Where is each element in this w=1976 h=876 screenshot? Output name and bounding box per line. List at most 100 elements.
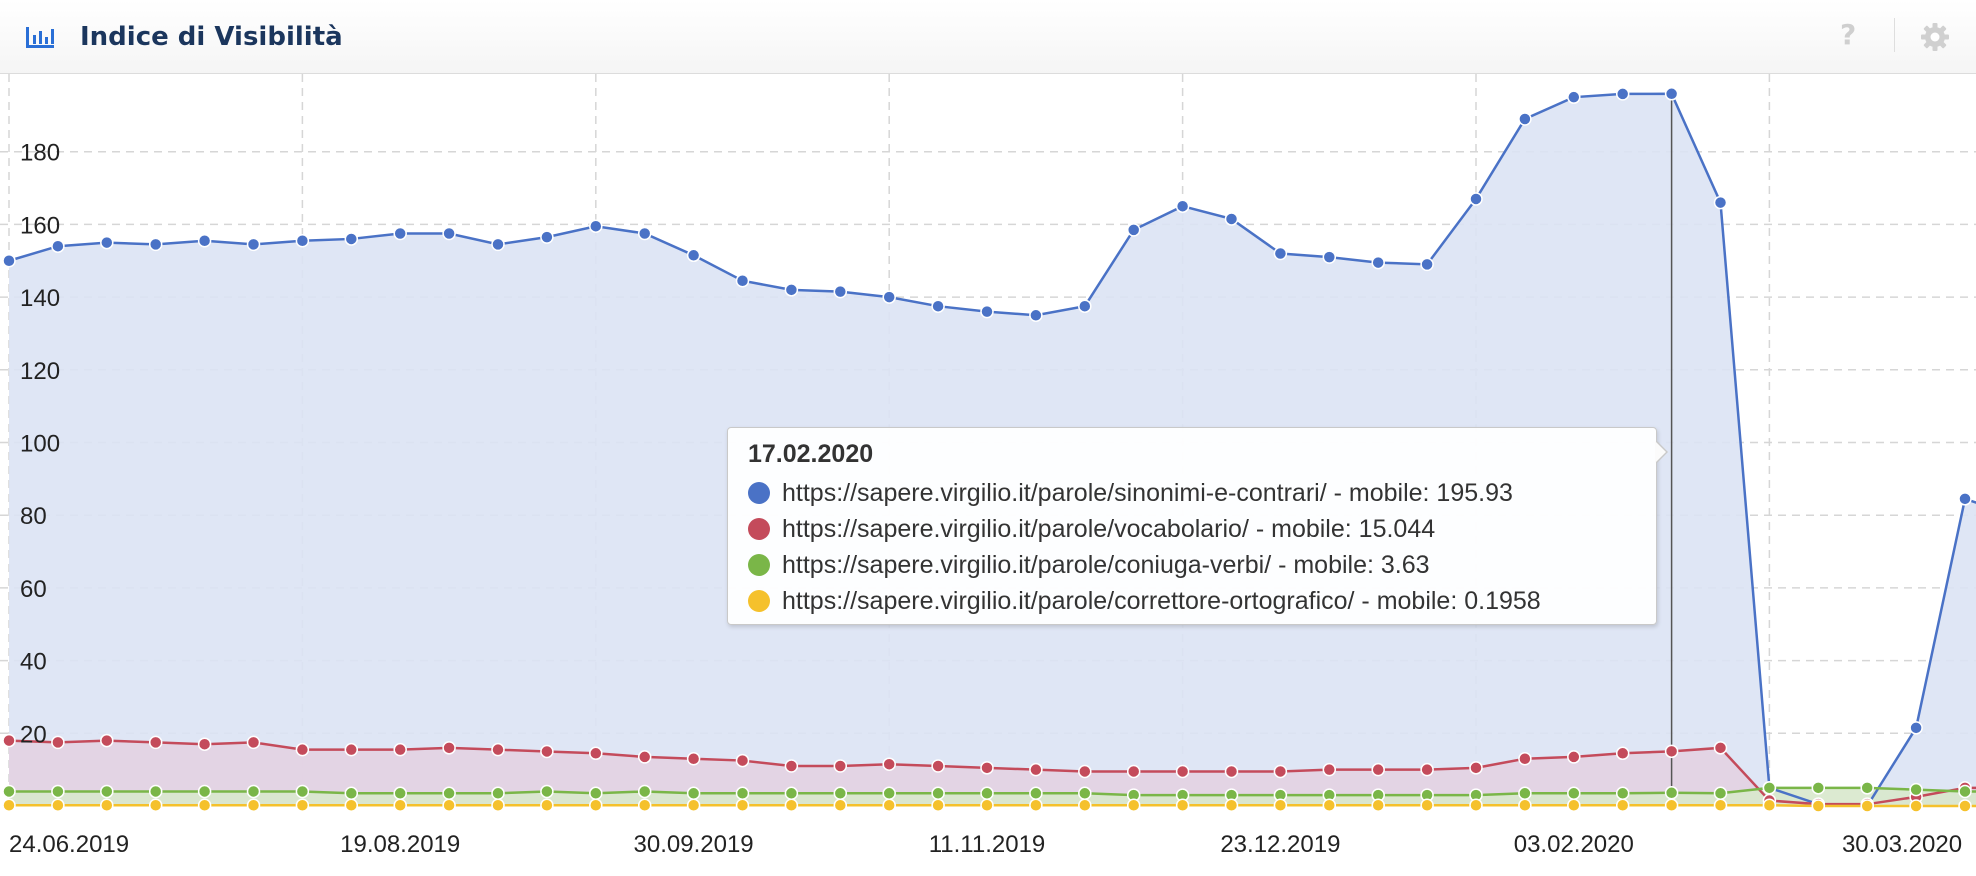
data-point[interactable] bbox=[1567, 786, 1581, 801]
help-icon[interactable]: ? bbox=[1840, 18, 1857, 51]
data-point[interactable] bbox=[100, 733, 114, 748]
data-point[interactable] bbox=[1078, 299, 1092, 313]
data-point[interactable] bbox=[540, 230, 554, 244]
data-point[interactable] bbox=[589, 786, 603, 801]
data-point[interactable] bbox=[637, 226, 652, 241]
data-point[interactable] bbox=[100, 235, 114, 250]
data-point[interactable] bbox=[1615, 786, 1630, 801]
data-point[interactable] bbox=[686, 751, 701, 766]
data-point[interactable] bbox=[1518, 798, 1532, 813]
data-point[interactable] bbox=[637, 750, 652, 764]
data-point[interactable] bbox=[197, 737, 212, 751]
data-point[interactable] bbox=[1029, 786, 1043, 801]
data-point[interactable] bbox=[100, 798, 114, 813]
data-point[interactable] bbox=[833, 798, 848, 813]
data-point[interactable] bbox=[1615, 87, 1630, 101]
data-point[interactable] bbox=[246, 735, 261, 750]
data-point[interactable] bbox=[1029, 308, 1043, 323]
data-point[interactable] bbox=[931, 299, 945, 313]
data-point[interactable] bbox=[491, 237, 505, 252]
data-point[interactable] bbox=[589, 746, 603, 761]
data-point[interactable] bbox=[344, 786, 359, 801]
data-point[interactable] bbox=[686, 786, 701, 801]
data-point[interactable] bbox=[1518, 751, 1532, 766]
data-point[interactable] bbox=[1029, 798, 1043, 813]
data-point[interactable] bbox=[1567, 90, 1581, 104]
data-point[interactable] bbox=[1078, 786, 1092, 801]
data-point[interactable] bbox=[931, 798, 945, 813]
data-point[interactable] bbox=[1958, 492, 1972, 506]
data-point[interactable] bbox=[2, 733, 16, 748]
data-point[interactable] bbox=[1567, 798, 1581, 813]
data-point[interactable] bbox=[1518, 786, 1532, 801]
data-point[interactable] bbox=[882, 757, 896, 771]
data-point[interactable] bbox=[1958, 799, 1972, 813]
data-point[interactable] bbox=[980, 304, 994, 319]
data-point[interactable] bbox=[148, 784, 163, 799]
data-point[interactable] bbox=[197, 784, 212, 799]
data-point[interactable] bbox=[637, 784, 652, 799]
data-point[interactable] bbox=[784, 759, 799, 773]
data-point[interactable] bbox=[393, 786, 407, 801]
data-point[interactable] bbox=[442, 741, 456, 755]
data-point[interactable] bbox=[1615, 746, 1630, 761]
data-point[interactable] bbox=[197, 798, 212, 813]
data-point[interactable] bbox=[1909, 799, 1923, 813]
data-point[interactable] bbox=[833, 284, 848, 299]
data-point[interactable] bbox=[980, 798, 994, 813]
data-point[interactable] bbox=[295, 784, 310, 799]
data-point[interactable] bbox=[1469, 761, 1483, 775]
data-point[interactable] bbox=[148, 735, 163, 750]
data-point[interactable] bbox=[1713, 786, 1728, 801]
data-point[interactable] bbox=[1713, 741, 1728, 755]
data-point[interactable] bbox=[882, 798, 896, 813]
data-point[interactable] bbox=[735, 273, 750, 288]
data-point[interactable] bbox=[393, 798, 407, 813]
data-point[interactable] bbox=[784, 798, 799, 813]
data-point[interactable] bbox=[833, 759, 848, 773]
data-point[interactable] bbox=[491, 798, 505, 813]
data-point[interactable] bbox=[980, 786, 994, 801]
data-point[interactable] bbox=[1420, 257, 1434, 272]
data-point[interactable] bbox=[1713, 798, 1728, 813]
data-point[interactable] bbox=[491, 742, 505, 757]
data-point[interactable] bbox=[344, 798, 359, 813]
gear-icon[interactable] bbox=[1920, 22, 1950, 52]
data-point[interactable] bbox=[882, 786, 896, 801]
data-point[interactable] bbox=[1371, 762, 1385, 777]
data-point[interactable] bbox=[1518, 112, 1532, 126]
data-point[interactable] bbox=[1909, 721, 1923, 735]
data-point[interactable] bbox=[1469, 798, 1483, 813]
data-point[interactable] bbox=[246, 237, 261, 252]
data-point[interactable] bbox=[1860, 781, 1874, 795]
data-point[interactable] bbox=[686, 248, 701, 263]
data-point[interactable] bbox=[735, 798, 750, 813]
data-point[interactable] bbox=[1126, 798, 1141, 813]
data-point[interactable] bbox=[931, 786, 945, 801]
data-point[interactable] bbox=[344, 232, 359, 246]
data-point[interactable] bbox=[51, 735, 65, 750]
data-point[interactable] bbox=[1322, 762, 1337, 777]
data-point[interactable] bbox=[1664, 744, 1679, 759]
data-point[interactable] bbox=[1958, 784, 1972, 799]
data-point[interactable] bbox=[246, 798, 261, 813]
data-point[interactable] bbox=[51, 798, 65, 813]
data-point[interactable] bbox=[1273, 246, 1288, 261]
data-point[interactable] bbox=[2, 784, 16, 799]
data-point[interactable] bbox=[442, 786, 456, 801]
data-point[interactable] bbox=[784, 283, 799, 297]
data-point[interactable] bbox=[2, 254, 16, 268]
data-point[interactable] bbox=[2, 798, 16, 813]
data-point[interactable] bbox=[442, 226, 456, 241]
data-point[interactable] bbox=[735, 753, 750, 768]
data-point[interactable] bbox=[1420, 762, 1434, 777]
data-point[interactable] bbox=[1126, 223, 1141, 237]
data-point[interactable] bbox=[1860, 799, 1874, 813]
data-point[interactable] bbox=[735, 786, 750, 801]
data-point[interactable] bbox=[442, 798, 456, 813]
data-point[interactable] bbox=[1811, 781, 1826, 795]
data-point[interactable] bbox=[1567, 750, 1581, 764]
data-point[interactable] bbox=[295, 234, 310, 248]
data-point[interactable] bbox=[148, 798, 163, 813]
data-point[interactable] bbox=[589, 798, 603, 813]
